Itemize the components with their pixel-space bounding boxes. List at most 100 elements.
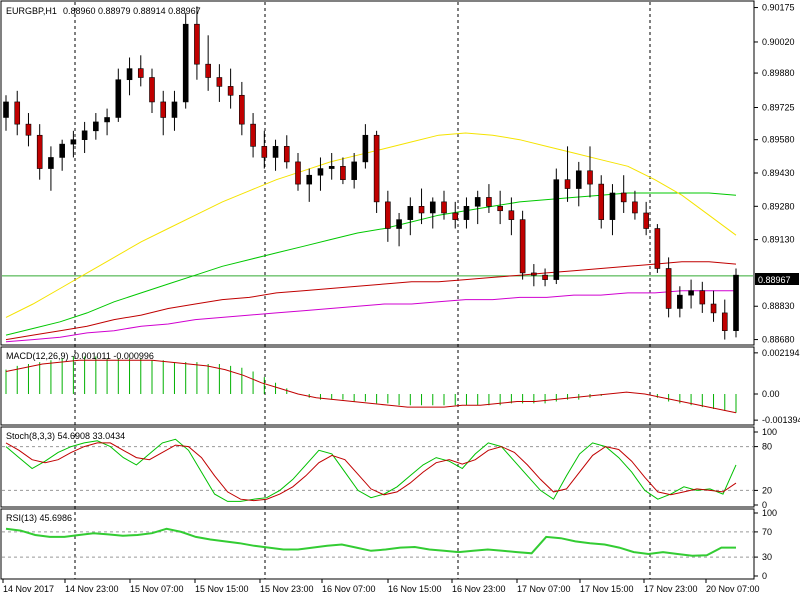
candle-body: [70, 139, 77, 145]
macd-panel-frame: [0, 346, 755, 426]
candle-body: [104, 117, 110, 123]
rsi-tick-label: 100: [762, 508, 777, 518]
candle-body: [48, 157, 54, 169]
candle-body: [81, 130, 88, 140]
candle-body: [160, 101, 167, 118]
candle-body: [733, 274, 739, 331]
candle: [194, 6, 200, 80]
candle-body: [216, 77, 223, 87]
stoch-panel-frame: [0, 426, 755, 508]
axis-labels: 0.90175 0.90020 0.89880 0.89725 0.89580 0.894…: [2, 3, 800, 594]
x-tick-label: 14 Nov 23:00: [65, 584, 119, 594]
stoch-tick-label: 100: [762, 427, 777, 437]
candle: [216, 64, 223, 102]
candle: [474, 190, 481, 225]
candle-body: [497, 206, 503, 212]
x-tick-label: 14 Nov 2017: [3, 584, 54, 594]
candle: [463, 197, 470, 229]
candle-body: [407, 206, 414, 220]
candle: [25, 113, 32, 147]
macd-tick-label: 0.00: [762, 389, 780, 399]
candle-body: [14, 101, 21, 125]
candle: [385, 190, 391, 242]
candle: [508, 197, 515, 236]
candle: [171, 90, 178, 131]
candle: [396, 212, 402, 247]
candle-body: [194, 23, 200, 65]
candle: [205, 35, 211, 91]
price-tick-label: 0.89880: [762, 68, 795, 78]
price-series: [3, 6, 739, 343]
candle: [93, 113, 99, 140]
x-tick-label: 16 Nov 07:00: [322, 584, 376, 594]
candle: [59, 139, 65, 171]
candle-body: [463, 206, 470, 220]
candle: [710, 290, 717, 322]
candle-body: [519, 219, 526, 274]
candle-body: [340, 166, 346, 180]
candle: [441, 190, 447, 220]
candle: [486, 184, 492, 213]
price-tick-label: 0.90175: [762, 3, 795, 13]
macd-tick-label: -0.001394: [762, 415, 800, 425]
candle: [373, 130, 380, 213]
ma-slow-line: [5, 261, 737, 341]
x-tick-label: 16 Nov 23:00: [452, 584, 506, 594]
candle-body: [632, 201, 638, 214]
x-tick-label: 15 Nov 15:00: [195, 584, 249, 594]
candle: [677, 286, 683, 318]
stoch-header: Stoch(8,3,3) 54.6908 33.0434: [6, 431, 125, 441]
candle: [295, 153, 301, 191]
candle-body: [452, 212, 459, 220]
candle-body: [643, 212, 649, 229]
stoch-tick-label: 20: [762, 485, 772, 495]
candle-body: [239, 94, 245, 125]
stoch-tick-label: 80: [762, 442, 772, 452]
candle: [699, 281, 706, 313]
candle-body: [418, 206, 425, 214]
candle-body: [688, 290, 694, 296]
candle-body: [137, 68, 144, 78]
candle-body: [699, 290, 706, 305]
candle-body: [654, 228, 661, 269]
macd-signal-line: [5, 359, 737, 414]
rsi-panel-frame: [0, 508, 755, 580]
candle: [160, 90, 167, 136]
candle-body: [553, 179, 560, 280]
candle: [272, 139, 279, 171]
candle: [306, 168, 313, 202]
candle-body: [385, 201, 391, 229]
candle-body: [171, 101, 178, 118]
price-header-symbol: EURGBP,H1: [6, 6, 57, 16]
candle-body: [351, 161, 357, 180]
candle-body: [373, 134, 380, 203]
candle-body: [620, 192, 627, 203]
candle: [643, 201, 649, 236]
candle: [328, 153, 335, 180]
candle: [3, 95, 9, 131]
candle-body: [429, 201, 436, 214]
candle: [70, 130, 77, 158]
x-tick-label: 17 Nov 15:00: [580, 584, 634, 594]
candle: [553, 168, 560, 285]
price-tick-label: 0.88830: [762, 301, 795, 311]
candle-body: [250, 123, 256, 147]
candle-body: [59, 143, 65, 158]
candle-body: [272, 146, 279, 158]
candle-body: [486, 197, 492, 207]
candle: [362, 124, 369, 169]
candle-body: [508, 210, 515, 220]
candle: [351, 153, 357, 189]
candle-body: [115, 79, 122, 118]
candle-body: [677, 294, 683, 309]
stoch-series: [5, 438, 737, 502]
candle-body: [126, 68, 133, 81]
x-tick-label: 17 Nov 07:00: [517, 584, 571, 594]
rsi-tick-label: 70: [762, 527, 772, 537]
macd-header: MACD(12,26,9) -0.001011 -0.000996: [6, 351, 154, 361]
candle: [407, 197, 414, 236]
candle: [115, 68, 122, 122]
rsi-tick-label: 0: [762, 571, 767, 581]
candle: [575, 161, 582, 207]
